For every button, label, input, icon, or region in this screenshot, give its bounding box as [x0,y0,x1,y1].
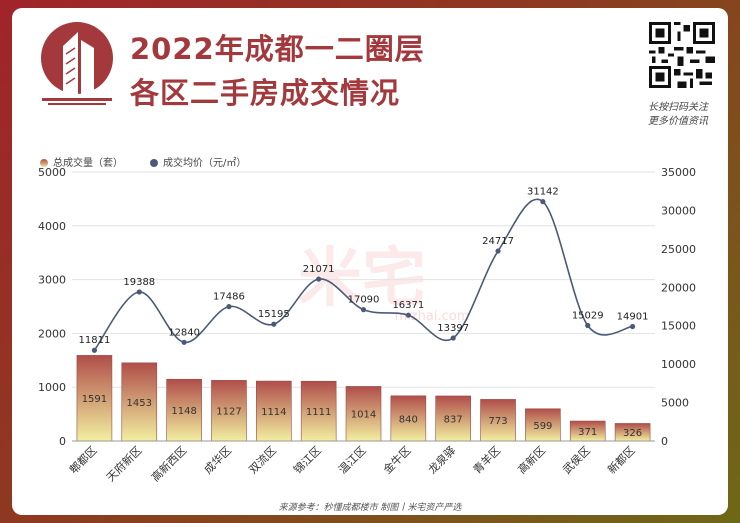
price-point [450,335,456,341]
bar-value-label: 1114 [261,407,286,418]
price-value-label: 24717 [482,236,514,247]
price-point [91,347,98,353]
bar [525,408,561,442]
volume-price-chart: 米宅 mizhai.com 1591 1453 1148 1127 1114 1111 10… [38,166,696,484]
y-right-tick-label: 5000 [661,397,689,410]
price-point [271,321,277,327]
infographic-card: 2022年成都一二圈层 各区二手房成交情况 长按扫码关注 更多价值资讯 总成交量… [12,8,728,515]
page-title-line2: 各区二手房成交情况 [130,76,401,110]
bar [480,399,516,442]
source-footer: 来源参考：秒懂成都楼市 制图丨米宅资产严选 [278,503,462,513]
price-point [360,307,367,313]
y-right-tick-label: 20000 [661,281,696,294]
bar [300,380,337,442]
x-tick-label: 天府新区 [103,443,144,484]
bar [166,378,202,442]
price-value-label: 19388 [123,277,155,288]
legend-item-price: 成交均价（元/㎡） [150,154,246,169]
legend-label-price: 成交均价（元/㎡） [163,158,247,169]
price-value-label: 16371 [392,300,424,311]
price-point [316,276,322,282]
x-tick-label: 高新西区 [148,443,189,484]
bar [211,380,247,442]
x-tick-label: 金牛区 [380,443,413,476]
watermark: 米宅 mizhai.com [298,242,469,324]
x-tick-label: 双流区 [246,443,279,476]
price-value-label: 31142 [527,187,559,198]
y-right-tick-label: 10000 [661,358,696,371]
legend-swatch-volume [40,159,48,167]
bar [256,380,292,442]
price-value-label: 15029 [572,310,604,321]
x-tick-label: 新都区 [604,443,637,476]
y-left-tick-label: 0 [59,435,66,448]
price-point [540,199,546,205]
bar [345,386,382,442]
y-right-tick-label: 0 [661,435,668,448]
bar-value-label: 1111 [306,407,331,418]
building-logo [41,22,113,105]
price-point [226,304,232,310]
price-value-label: 13397 [437,323,469,334]
price-point [495,248,501,254]
legend-swatch-price [150,159,158,167]
price-point [629,323,636,330]
price-value-label: 21071 [303,264,335,275]
x-tick-label: 温江区 [336,444,369,477]
bar-value-label: 1127 [216,407,241,418]
bar-value-label: 326 [623,428,642,439]
price-value-label: 15195 [258,309,290,320]
bar [435,395,471,442]
y-right-tick-label: 25000 [661,243,696,256]
price-value-label: 11811 [79,335,111,346]
bar-value-label: 840 [399,414,418,425]
x-tick-label: 郫都区 [66,443,99,476]
x-tick-label: 锦江区 [291,443,324,476]
bar-value-label: 837 [444,414,463,425]
price-point [405,312,411,318]
price-point [136,289,142,295]
y-left-tick-label: 4000 [38,220,66,233]
qr-code-icon[interactable] [649,22,715,88]
price-value-label: 17090 [348,295,380,306]
y-left-tick-label: 1000 [38,381,66,394]
page-title-line1: 2022年成都一二圈层 [130,32,425,66]
bar [121,362,158,442]
watermark-url: mizhai.com [395,309,470,324]
legend-label-volume: 总成交量（套） [53,158,123,169]
bar-value-label: 773 [488,416,507,427]
bar-value-label: 1014 [351,410,376,421]
bar [390,395,427,442]
y-right-tick-label: 35000 [661,166,696,179]
y-left-tick-label: 2000 [38,327,66,340]
price-point [585,322,591,329]
bar-value-label: 599 [533,421,552,432]
price-value-label: 17486 [213,292,245,303]
qr-caption-line1: 长按扫码关注 [648,102,708,113]
price-point [181,339,187,345]
x-tick-label: 龙泉驿 [425,443,458,476]
x-tick-label: 成华区 [201,443,234,476]
price-value-label: 14901 [617,311,649,322]
y-left-tick-label: 5000 [38,166,66,179]
x-tick-label: 武侯区 [560,443,593,476]
bar-value-label: 1591 [82,394,107,405]
qr-caption-line2: 更多价值资讯 [648,116,708,127]
x-tick-label: 青羊区 [470,443,503,476]
price-value-label: 12840 [168,327,200,338]
bar-value-label: 1148 [171,406,196,417]
x-tick-label: 高新区 [515,443,548,476]
bar-value-label: 371 [578,427,597,438]
y-left-tick-label: 3000 [38,274,66,287]
bar [76,355,113,442]
y-right-tick-label: 30000 [661,204,696,217]
y-right-tick-label: 15000 [661,320,696,333]
bar-value-label: 1453 [127,398,152,409]
legend-item-volume: 总成交量（套） [40,154,123,169]
